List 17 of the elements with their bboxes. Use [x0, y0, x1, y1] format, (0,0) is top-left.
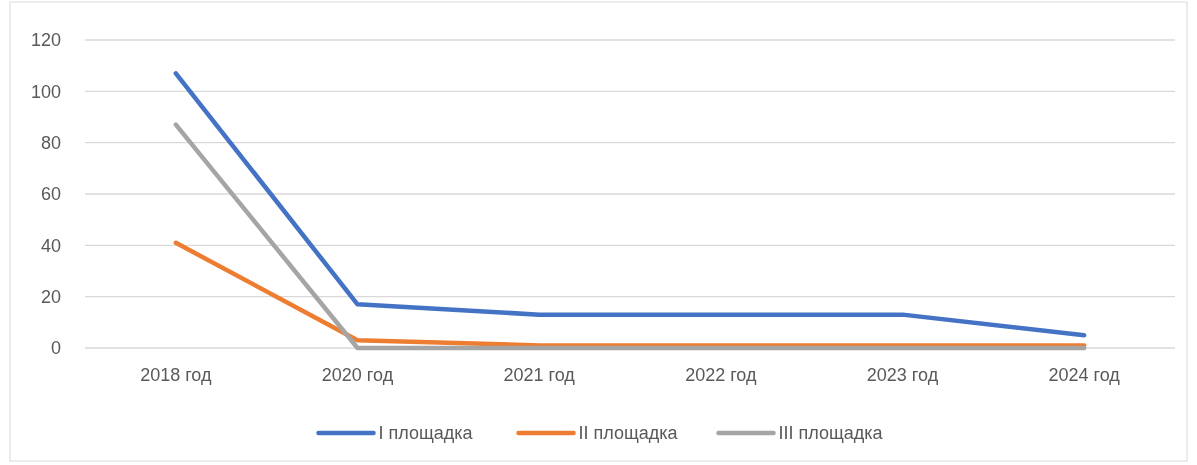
y-tick-label: 80	[40, 132, 61, 153]
x-tick-label: 2018 год	[140, 365, 212, 385]
legend-label: III площадка	[778, 423, 884, 444]
y-tick-label: 120	[30, 30, 61, 51]
y-tick-label: 60	[40, 184, 61, 205]
legend-label: II площадка	[578, 423, 679, 444]
y-tick-label: 20	[40, 286, 61, 307]
y-tick-label: 0	[50, 338, 61, 359]
x-tick-label: 2023 год	[866, 365, 939, 385]
line-series	[173, 71, 1087, 338]
y-tick-label: 100	[30, 81, 61, 102]
x-tick-label: 2022 год	[685, 365, 757, 385]
x-tick-label: 2024 год	[1048, 365, 1121, 385]
x-tick-label: 2020 год	[321, 365, 394, 385]
legend-label: I площадка	[378, 423, 474, 444]
x-tick-label: 2021 год	[503, 365, 576, 385]
y-tick-label: 40	[40, 235, 61, 256]
